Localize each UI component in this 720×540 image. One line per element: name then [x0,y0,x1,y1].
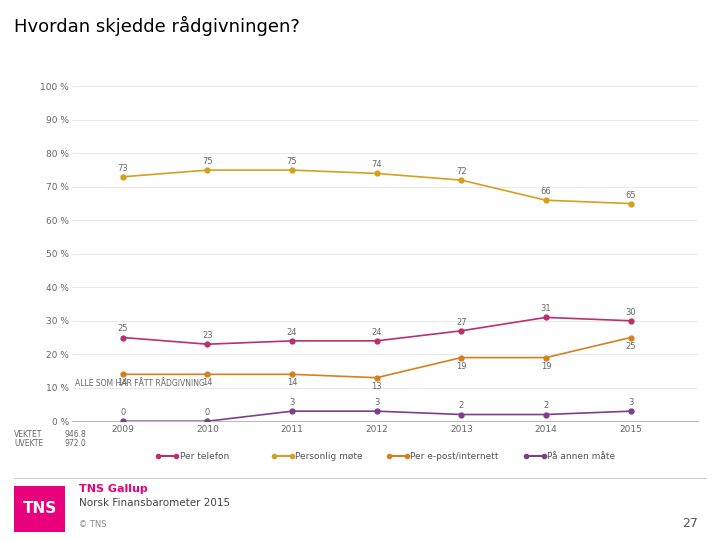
Text: 3: 3 [628,398,634,407]
Text: UVEKTE: UVEKTE [14,440,44,448]
Text: 74: 74 [372,160,382,170]
Text: 13: 13 [372,382,382,391]
Text: Per e-post/internett: Per e-post/internett [410,452,499,461]
Text: 0: 0 [120,408,125,417]
Text: 0: 0 [204,408,210,417]
Text: 24: 24 [287,328,297,337]
Text: 73: 73 [117,164,128,173]
Text: 31: 31 [541,305,552,313]
Text: 75: 75 [202,157,212,166]
Text: 19: 19 [541,362,552,370]
Text: 30: 30 [626,308,636,317]
Text: 972.0: 972.0 [65,440,86,448]
Text: 66: 66 [541,187,552,196]
Text: 27: 27 [683,517,698,530]
Text: 65: 65 [626,191,636,200]
Text: 3: 3 [374,398,379,407]
Text: © TNS: © TNS [79,521,107,529]
Text: ALLE SOM HAR FÅTT RÅDGIVNING: ALLE SOM HAR FÅTT RÅDGIVNING [75,379,205,388]
Text: 27: 27 [456,318,467,327]
Text: 3: 3 [289,398,294,407]
Text: VEKTET: VEKTET [14,430,42,439]
Text: 25: 25 [626,341,636,350]
Text: 23: 23 [202,331,212,340]
Text: 2: 2 [459,401,464,410]
Text: Norsk Finansbarometer 2015: Norsk Finansbarometer 2015 [79,498,230,508]
Text: TNS: TNS [22,502,57,516]
Text: På annen måte: På annen måte [547,452,616,461]
Text: Hvordan skjedde rådgivningen?: Hvordan skjedde rådgivningen? [14,16,300,36]
Text: Personlig møte: Personlig møte [295,452,363,461]
Text: 24: 24 [372,328,382,337]
Text: 946.8: 946.8 [65,430,86,439]
Text: 14: 14 [202,379,212,387]
Text: 2: 2 [544,401,549,410]
Text: 14: 14 [117,379,128,387]
Text: 19: 19 [456,362,467,370]
Text: TNS Gallup: TNS Gallup [79,484,148,494]
Text: 25: 25 [117,325,128,334]
Text: 75: 75 [287,157,297,166]
Text: 72: 72 [456,167,467,176]
Text: 14: 14 [287,379,297,387]
Text: Per telefon: Per telefon [180,452,229,461]
